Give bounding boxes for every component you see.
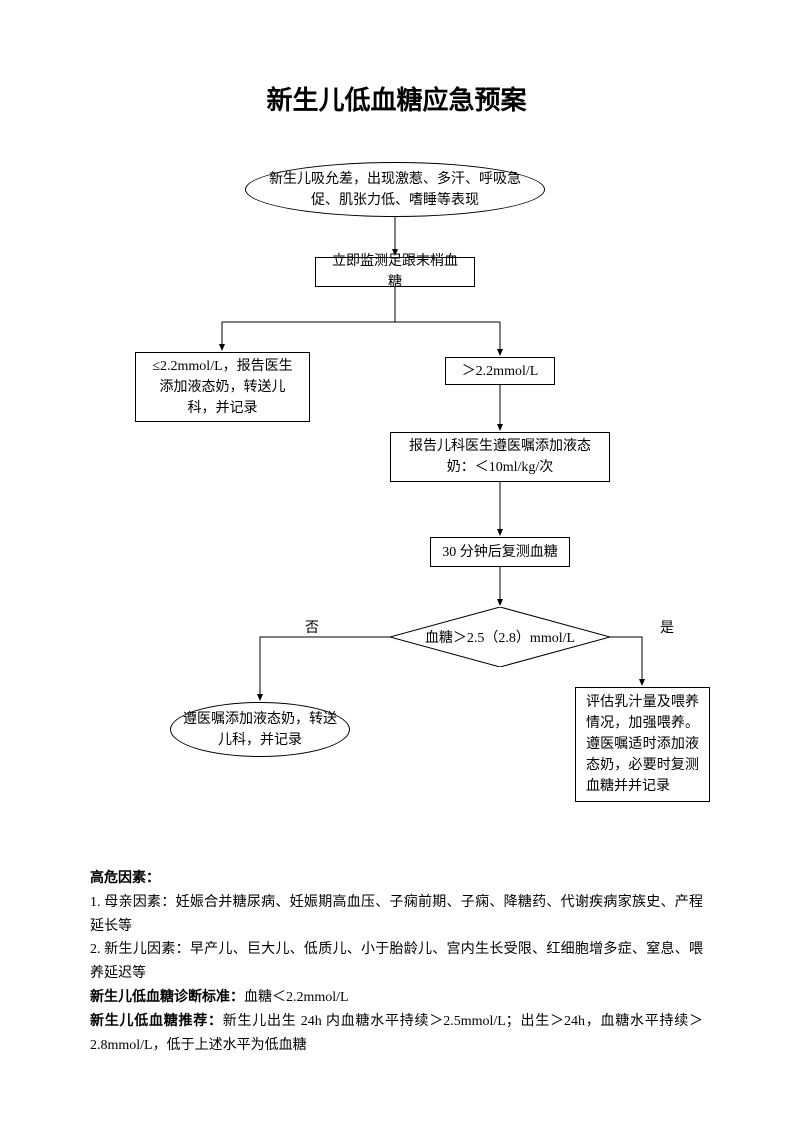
risk-text-1: 母亲因素：妊娠合并糖尿病、妊娠期高血压、子痫前期、子痫、降糖药、代谢疾病家族史、…	[90, 895, 703, 934]
node-decision: 血糖＞2.5（2.8）mmol/L	[390, 607, 610, 667]
diag-title: 新生儿低血糖诊断标准：	[90, 990, 244, 1005]
flowchart-container: 新生儿吸允差，出现激惹、多汗、呼吸急促、肌张力低、嗜睡等表现 立即监测足跟末梢血…	[90, 157, 703, 857]
node-text: 评估乳汁量及喂养情况，加强喂养。遵医嘱适时添加液态奶，必要时复测血糖并并记录	[586, 692, 699, 797]
node-text: 立即监测足跟末梢血糖	[326, 251, 464, 293]
risk-num-1: 1.	[90, 895, 101, 910]
notes-section: 高危因素： 1. 母亲因素：妊娠合并糖尿病、妊娠期高血压、子痫前期、子痫、降糖药…	[90, 867, 703, 1057]
node-text: 血糖＞2.5（2.8）mmol/L	[390, 607, 610, 667]
node-text: 新生儿吸允差，出现激惹、多汗、呼吸急促、肌张力低、嗜睡等表现	[256, 169, 534, 211]
node-text: 报告儿科医生遵医嘱添加液态奶：＜10ml/kg/次	[401, 436, 599, 478]
node-text: 30 分钟后复测血糖	[442, 542, 558, 563]
risk-num-2: 2.	[90, 942, 101, 957]
node-no-result: 遵医嘱添加液态奶，转送儿科，并记录	[170, 702, 350, 757]
risk-text-2: 新生儿因素：早产儿、巨大儿、低质儿、小于胎龄儿、宫内生长受限、红细胞增多症、窒息…	[90, 942, 703, 981]
label-no: 否	[305, 617, 319, 637]
node-retest: 30 分钟后复测血糖	[430, 537, 570, 567]
node-normal: ＞2.2mmol/L	[445, 357, 555, 385]
node-start: 新生儿吸允差，出现激惹、多汗、呼吸急促、肌张力低、嗜睡等表现	[245, 162, 545, 217]
risk-title: 高危因素：	[90, 871, 160, 886]
page-title: 新生儿低血糖应急预案	[90, 80, 703, 117]
node-text: ≤2.2mmol/L，报告医生添加液态奶，转送儿科，并记录	[146, 356, 299, 419]
node-text: 遵医嘱添加液态奶，转送儿科，并记录	[181, 709, 339, 751]
diag-text: 血糖＜2.2mmol/L	[244, 990, 349, 1005]
node-report: 报告儿科医生遵医嘱添加液态奶：＜10ml/kg/次	[390, 432, 610, 482]
node-low: ≤2.2mmol/L，报告医生添加液态奶，转送儿科，并记录	[135, 352, 310, 422]
node-monitor: 立即监测足跟末梢血糖	[315, 257, 475, 287]
label-yes: 是	[660, 617, 674, 637]
node-yes-result: 评估乳汁量及喂养情况，加强喂养。遵医嘱适时添加液态奶，必要时复测血糖并并记录	[575, 687, 710, 802]
node-text: ＞2.2mmol/L	[462, 361, 539, 382]
rec-title: 新生儿低血糖推荐：	[90, 1014, 223, 1029]
